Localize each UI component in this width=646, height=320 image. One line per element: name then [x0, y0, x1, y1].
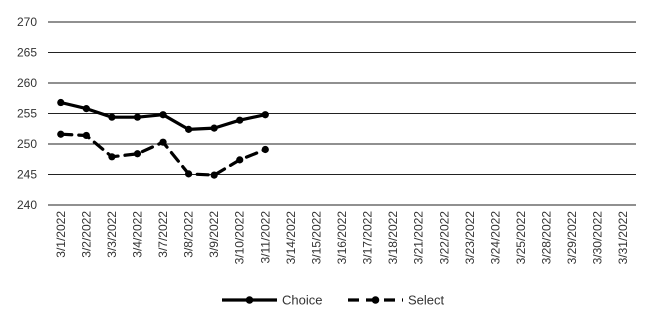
data-point-choice [108, 113, 116, 121]
legend: Choice Select [222, 293, 445, 308]
data-point-choice [57, 98, 65, 107]
data-point-choice [82, 105, 90, 113]
legend-marker [371, 296, 380, 304]
x-tick-label: 3/30/2022 [591, 211, 605, 265]
y-tick-label: 250 [17, 137, 37, 151]
x-tick-label: 3/22/2022 [437, 211, 451, 265]
y-tick-label: 240 [17, 198, 37, 212]
x-tick-label: 3/23/2022 [463, 211, 477, 265]
x-tick-label: 3/15/2022 [309, 211, 323, 265]
y-tick-label: 270 [17, 15, 37, 29]
x-tick-label: 3/8/2022 [182, 211, 196, 258]
data-point-select [133, 150, 142, 158]
data-point-choice [261, 111, 269, 119]
y-tick-label: 260 [17, 76, 37, 90]
data-point-choice [159, 111, 167, 119]
x-axis-ticks: 3/1/2022 3/2/2022 3/3/2022 3/4/2022 3/7/2022… [54, 211, 630, 265]
x-tick-label: 3/11/2022 [258, 211, 272, 264]
x-tick-label: 3/2/2022 [79, 211, 93, 258]
x-tick-label: 3/10/2022 [233, 211, 247, 265]
x-tick-label: 3/31/2022 [616, 211, 630, 265]
data-point-select [210, 171, 218, 179]
legend-label-choice: Choice [282, 293, 322, 308]
x-tick-label: 3/3/2022 [105, 211, 119, 258]
x-tick-label: 3/28/2022 [540, 211, 554, 265]
x-tick-label: 3/7/2022 [156, 211, 170, 258]
x-tick-label: 3/14/2022 [284, 211, 298, 265]
x-tick-label: 3/16/2022 [335, 211, 349, 265]
x-tick-label: 3/18/2022 [386, 211, 400, 265]
y-tick-label: 255 [17, 107, 37, 121]
y-tick-label: 265 [17, 46, 37, 60]
data-point-choice [185, 125, 193, 133]
y-axis-ticks: 240 245 250 255 260 265 270 [17, 15, 37, 212]
y-tick-label: 245 [17, 168, 37, 182]
gridlines [48, 21, 636, 206]
x-tick-label: 3/24/2022 [488, 211, 502, 265]
x-tick-label: 3/17/2022 [361, 211, 375, 265]
data-point-select [261, 145, 269, 154]
x-tick-label: 3/25/2022 [514, 211, 528, 265]
x-tick-label: 3/4/2022 [130, 211, 144, 258]
x-tick-label: 3/9/2022 [207, 211, 221, 258]
data-point-select [57, 130, 65, 138]
data-point-select [82, 131, 90, 140]
x-tick-label: 3/29/2022 [565, 211, 579, 265]
legend-marker [245, 296, 254, 304]
data-point-choice [210, 124, 218, 132]
data-point-select [159, 138, 167, 146]
data-point-choice [236, 116, 244, 124]
data-point-select [108, 153, 116, 161]
x-tick-label: 3/21/2022 [412, 211, 426, 265]
data-point-choice [133, 113, 142, 121]
data-point-select [185, 170, 193, 178]
series-lines [57, 98, 269, 179]
legend-label-select: Select [408, 293, 445, 308]
x-tick-label: 3/1/2022 [54, 211, 68, 258]
data-point-select [236, 156, 244, 164]
